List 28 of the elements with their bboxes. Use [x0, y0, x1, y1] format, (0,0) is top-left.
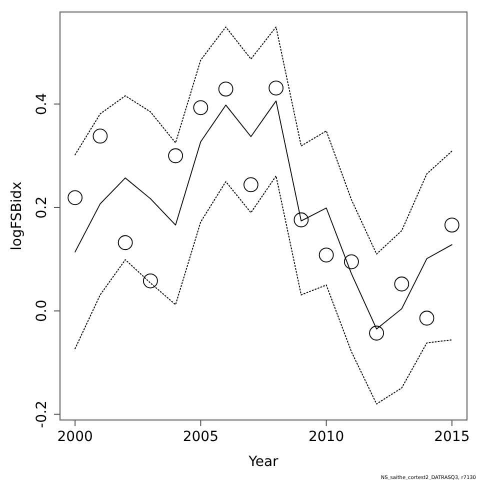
- point: [268, 80, 284, 96]
- line-series: [74, 26, 452, 255]
- point: [92, 128, 108, 144]
- x-axis-title: Year: [248, 454, 279, 470]
- point: [142, 273, 158, 288]
- y-tick-label: 0.2: [34, 196, 50, 219]
- point: [68, 190, 83, 206]
- point: [243, 177, 258, 192]
- point: [394, 276, 410, 292]
- x-tick-label: 2000: [57, 429, 93, 445]
- point: [168, 148, 184, 164]
- point: [218, 82, 234, 96]
- y-tick-label: 0.0: [34, 300, 50, 322]
- x-tick-label: 2010: [308, 429, 344, 445]
- point: [118, 235, 133, 250]
- x-tick-label: 2015: [434, 429, 470, 445]
- x-tick-label: 2005: [182, 429, 219, 445]
- y-axis-title: logFSBidx: [9, 182, 25, 250]
- point: [318, 248, 334, 262]
- point: [193, 100, 208, 116]
- y-tick-label: -0.2: [34, 400, 50, 428]
- y-tick-label: 0.4: [34, 92, 50, 116]
- line-series: [74, 175, 452, 404]
- point: [344, 254, 359, 270]
- point: [419, 310, 434, 326]
- point: [369, 326, 384, 341]
- point: [444, 218, 460, 232]
- point: [294, 212, 309, 228]
